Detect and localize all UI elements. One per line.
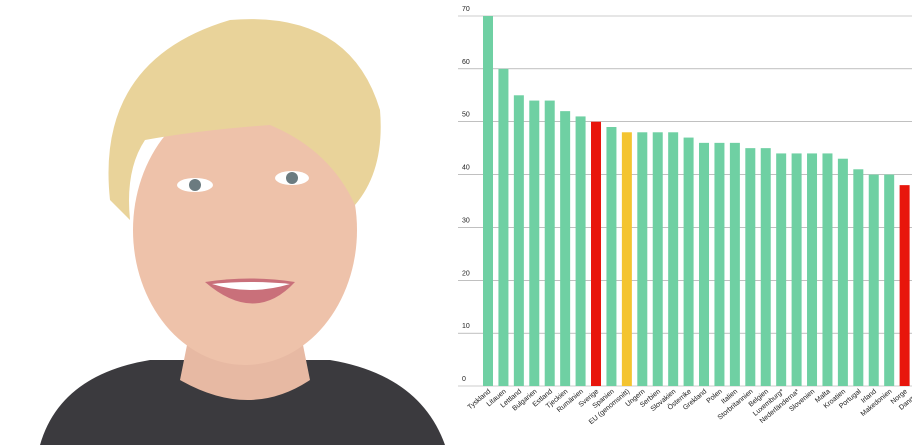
bar — [483, 16, 493, 386]
bar — [807, 153, 818, 386]
y-tick-label: 10 — [462, 323, 470, 330]
bar — [652, 132, 663, 386]
chart: 010203040506070TysklandLitauenLettlandBu… — [458, 6, 912, 426]
bar — [853, 169, 864, 386]
bar — [699, 142, 710, 386]
y-tick-label: 70 — [462, 6, 470, 13]
bar — [899, 185, 910, 386]
bar — [529, 100, 540, 387]
bar — [544, 100, 555, 387]
bar — [498, 68, 509, 386]
bar — [637, 132, 648, 386]
y-tick-label: 40 — [462, 165, 470, 172]
y-tick-label: 60 — [462, 59, 470, 66]
y-tick-label: 50 — [462, 112, 470, 119]
bar — [868, 174, 879, 386]
bar — [745, 148, 756, 386]
bar — [513, 95, 524, 387]
bar — [760, 148, 771, 386]
y-tick-label: 0 — [462, 376, 466, 383]
bar — [837, 158, 848, 386]
y-tick-label: 20 — [462, 270, 470, 277]
bar — [560, 111, 571, 387]
bar — [591, 121, 602, 386]
bar — [714, 142, 725, 386]
bar — [776, 153, 787, 386]
y-tick-label: 30 — [462, 217, 470, 224]
bar — [668, 132, 679, 386]
bar — [822, 153, 833, 386]
bar — [683, 137, 694, 386]
bar — [729, 142, 740, 386]
bar — [621, 132, 632, 386]
portrait-photo — [0, 0, 452, 445]
bar — [791, 153, 802, 386]
bar — [884, 174, 895, 386]
bar — [606, 127, 617, 386]
bar — [575, 116, 586, 386]
